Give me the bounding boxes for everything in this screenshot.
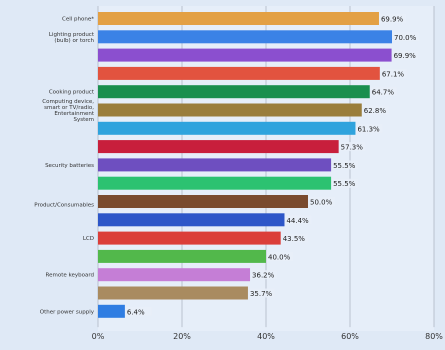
data-label: 43.5%	[283, 235, 306, 243]
data-label-bg	[267, 251, 293, 261]
bar	[98, 103, 362, 117]
category-label: Cell phone*	[62, 17, 94, 23]
bar	[98, 48, 392, 62]
data-label-bg	[309, 197, 335, 206]
bar	[98, 66, 380, 80]
data-label-bg	[392, 50, 419, 60]
data-label-bg	[370, 87, 397, 97]
data-label-bg	[339, 142, 366, 152]
bar	[98, 213, 285, 227]
data-label: 64.7%	[372, 89, 395, 97]
x-tick-label: 40%	[257, 332, 275, 341]
data-label: 62.8%	[364, 107, 387, 115]
data-label-bg	[362, 105, 389, 115]
data-label-bg	[393, 32, 419, 42]
data-label: 55.5%	[333, 180, 356, 188]
data-label: 57.3%	[341, 144, 364, 152]
bar	[98, 176, 332, 190]
data-label: 50.0%	[310, 199, 333, 207]
bar	[98, 268, 251, 282]
data-label-bg	[332, 178, 359, 188]
bar	[98, 249, 266, 263]
category-label: Security batteries	[45, 163, 94, 169]
category-label: Remote keyboard	[46, 273, 94, 279]
bar	[98, 231, 281, 245]
data-label-bg	[380, 68, 407, 78]
data-label: 61.3%	[357, 125, 380, 133]
data-label: 70.0%	[394, 34, 417, 42]
data-label: 36.2%	[252, 272, 275, 280]
data-label-bg	[332, 160, 359, 170]
x-tick-label: 60%	[341, 332, 359, 341]
data-label-bg	[251, 270, 278, 280]
data-label-bg	[281, 233, 308, 243]
x-tick-label: 20%	[173, 332, 191, 341]
bar	[98, 30, 392, 44]
bar	[98, 304, 125, 318]
data-label-bg	[285, 215, 312, 225]
bar	[98, 121, 356, 135]
category-label: LCD	[83, 236, 94, 242]
data-label: 35.7%	[250, 290, 273, 298]
category-label: Product/Consumables	[34, 203, 94, 209]
data-label-bg	[356, 123, 383, 133]
bar	[98, 195, 308, 208]
data-label-bg	[248, 288, 275, 298]
data-label: 44.4%	[286, 217, 309, 225]
category-label: Lighting product (bulb) or torch	[49, 32, 95, 44]
data-label: 67.1%	[382, 70, 405, 78]
data-label: 40.0%	[268, 253, 291, 261]
bar	[98, 12, 379, 25]
bar	[98, 286, 248, 300]
data-label-bg	[379, 14, 406, 23]
data-label: 55.5%	[333, 162, 356, 170]
category-label: Cooking product	[49, 90, 95, 96]
bar	[98, 140, 339, 154]
category-label: Other power supply	[40, 309, 95, 315]
data-label: 69.9%	[394, 52, 417, 60]
bar	[98, 158, 332, 172]
data-label: 69.9%	[381, 16, 404, 24]
category-label: Computing device, smart or TV/radio, Enter…	[42, 99, 95, 123]
data-label: 6.4%	[127, 308, 145, 316]
x-tick-label: 0%	[92, 332, 105, 341]
x-tick-label: 80%	[425, 332, 443, 341]
bar	[98, 85, 370, 99]
data-label-bg	[125, 306, 152, 316]
